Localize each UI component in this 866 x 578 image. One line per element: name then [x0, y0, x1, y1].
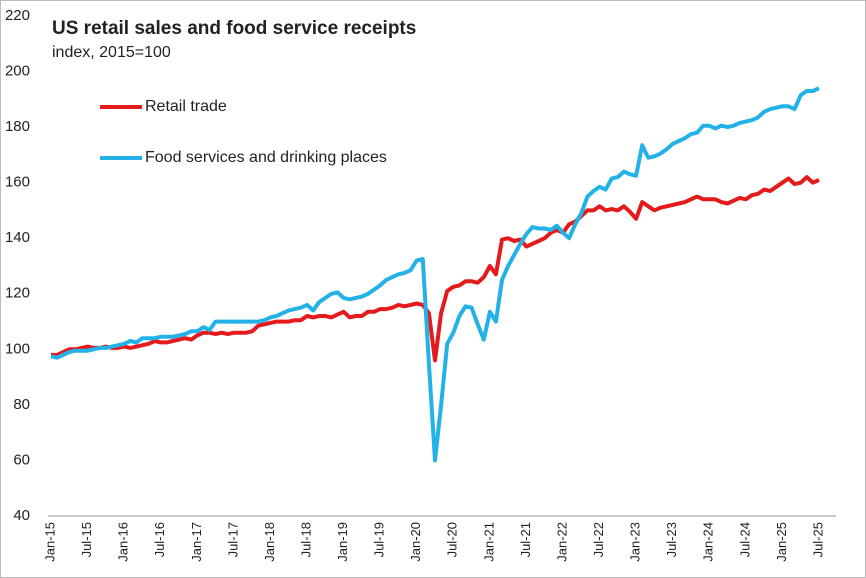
x-tick-label: Jul-16 — [152, 522, 167, 557]
x-tick-label: Jan-21 — [481, 522, 496, 562]
x-tick-label: Jul-19 — [372, 522, 387, 557]
x-tick-label: Jan-25 — [774, 522, 789, 562]
y-tick-label: 180 — [5, 118, 30, 135]
x-tick-label: Jul-15 — [79, 522, 94, 557]
x-tick-label: Jan-20 — [408, 522, 423, 562]
y-tick-label: 120 — [5, 285, 30, 302]
legend-label: Retail trade — [145, 98, 227, 115]
x-tick-label: Jan-23 — [628, 522, 643, 562]
x-tick-label: Jul-17 — [225, 522, 240, 557]
x-tick-label: Jul-25 — [810, 522, 825, 557]
chart-title: US retail sales and food service receipt… — [52, 18, 416, 39]
x-tick-label: Jan-18 — [262, 522, 277, 562]
y-tick-label: 40 — [13, 507, 30, 524]
x-tick-label: Jan-17 — [189, 522, 204, 562]
x-tick-label: Jul-21 — [518, 522, 533, 557]
x-tick-label: Jan-16 — [116, 522, 131, 562]
y-tick-label: 60 — [13, 451, 30, 468]
y-tick-label: 200 — [5, 63, 30, 80]
x-tick-label: Jul-18 — [298, 522, 313, 557]
series-line — [51, 175, 820, 363]
y-tick-label: 80 — [13, 396, 30, 413]
x-tick-label: Jan-22 — [554, 522, 569, 562]
x-tick-label: Jan-24 — [701, 522, 716, 562]
chart-subtitle: index, 2015=100 — [52, 44, 171, 61]
legend-label: Food services and drinking places — [145, 149, 387, 166]
x-tick-label: Jan-19 — [335, 522, 350, 562]
y-tick-label: 160 — [5, 174, 30, 191]
x-tick-label: Jul-24 — [737, 522, 752, 557]
x-tick-label: Jul-22 — [591, 522, 606, 557]
y-tick-label: 220 — [5, 7, 30, 24]
x-tick-label: Jul-23 — [664, 522, 679, 557]
y-tick-label: 140 — [5, 229, 30, 246]
x-tick-label: Jan-15 — [42, 522, 57, 562]
series-line — [50, 86, 820, 463]
x-tick-label: Jul-20 — [445, 522, 460, 557]
y-tick-label: 100 — [5, 340, 30, 357]
